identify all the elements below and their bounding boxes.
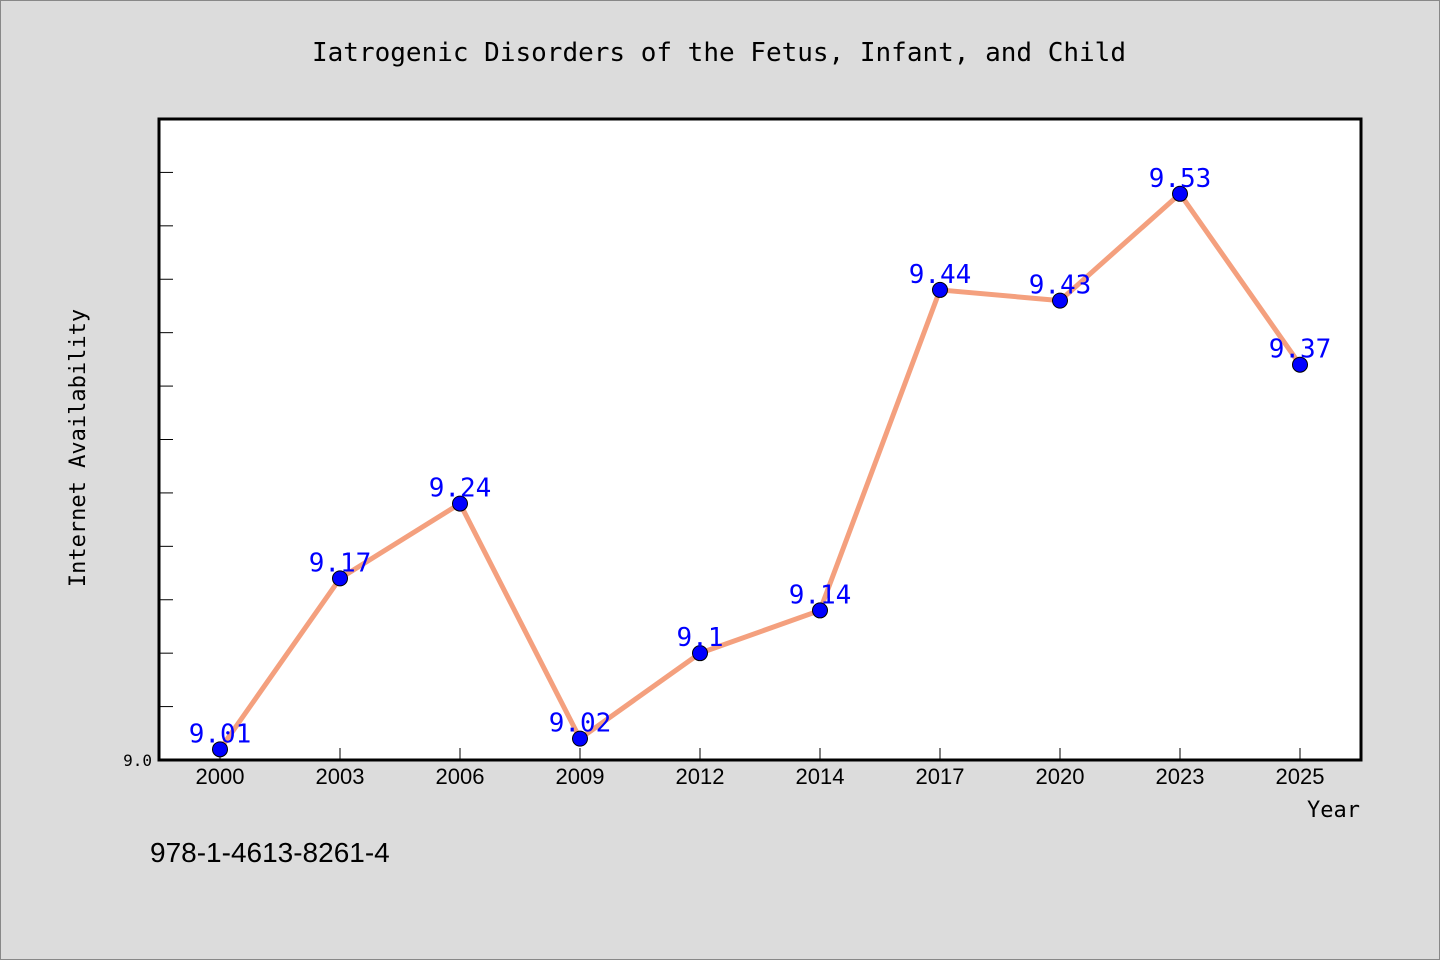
data-label: 9.43 <box>1029 271 1092 301</box>
x-tick-label: 2023 <box>1156 764 1205 789</box>
data-label: 9.1 <box>677 623 724 653</box>
data-label: 9.01 <box>189 719 252 749</box>
x-tick-label: 2020 <box>1036 764 1085 789</box>
series-line-segment <box>457 501 583 742</box>
data-point <box>1172 185 1188 202</box>
y-tick-label-min: 9.0 <box>123 751 152 770</box>
data-label: 9.53 <box>1149 164 1212 194</box>
data-label: 9.24 <box>429 474 492 504</box>
series-line-segment <box>697 607 823 656</box>
data-point <box>692 645 708 662</box>
x-tick-label: 2003 <box>316 764 365 789</box>
series-labels-group: 9.01 9.17 9.24 9.02 9.1 9.14 9.44 9.43 9.53 9.37 <box>189 164 1332 750</box>
series-line-segment <box>1057 191 1183 304</box>
series-line-segment <box>217 575 343 752</box>
plot-area <box>157 117 1363 762</box>
x-tick-label: 2025 <box>1276 764 1325 789</box>
x-tick-label: 2014 <box>796 764 845 789</box>
data-label: 9.17 <box>309 548 372 578</box>
y-axis-ticks <box>159 118 173 708</box>
x-tick-label: 2000 <box>196 764 245 789</box>
series-line-segment <box>577 650 703 742</box>
x-tick-label: 2012 <box>676 764 725 789</box>
data-point <box>1052 292 1068 309</box>
data-label: 9.14 <box>789 580 852 610</box>
x-tick-label: 2017 <box>916 764 965 789</box>
series-line-segment <box>1177 191 1303 368</box>
x-axis-tick-labels: 2000 2003 2006 2009 2012 2014 2017 2020 2023 2025 <box>196 764 1325 789</box>
series-line-segment <box>337 501 463 581</box>
data-point <box>212 741 228 758</box>
data-label: 9.44 <box>909 260 972 290</box>
series-line-segment <box>817 287 943 613</box>
data-point <box>812 602 828 619</box>
x-axis-label: Year <box>1307 798 1360 823</box>
data-point <box>332 570 348 587</box>
data-label: 9.02 <box>549 709 612 739</box>
y-axis-label: Internet Availability <box>66 309 91 587</box>
data-point <box>572 730 588 747</box>
isbn-footer: 978-1-4613-8261-4 <box>150 837 390 868</box>
series-line-group <box>217 191 1303 752</box>
data-label: 9.37 <box>1269 335 1332 365</box>
x-tick-label: 2009 <box>556 764 605 789</box>
series-line-segment <box>937 287 1063 304</box>
data-point <box>932 281 948 298</box>
data-point <box>1292 356 1308 373</box>
data-point <box>452 495 468 512</box>
series-points-group <box>212 185 1308 758</box>
chart-title: Iatrogenic Disorders of the Fetus, Infan… <box>312 38 1126 68</box>
x-tick-label: 2006 <box>436 764 485 789</box>
